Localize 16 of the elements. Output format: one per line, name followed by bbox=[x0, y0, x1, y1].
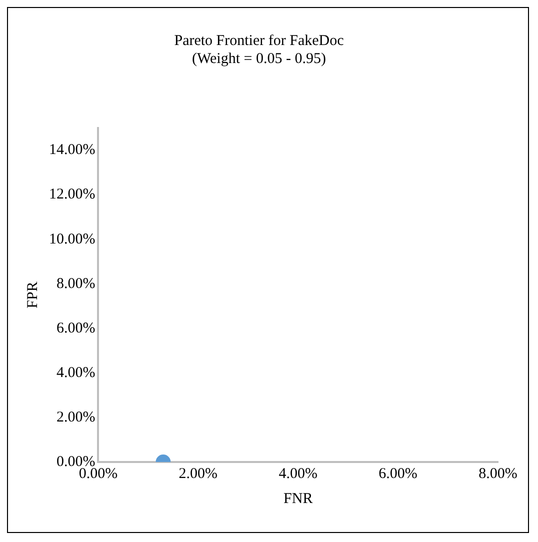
x-tick-label: 0.00% bbox=[78, 466, 118, 482]
y-tick-label: 12.00% bbox=[48, 186, 96, 203]
y-axis-title: FPR bbox=[24, 282, 41, 308]
y-tick-label: 10.00% bbox=[48, 231, 96, 248]
y-tick-label: 8.00% bbox=[56, 276, 96, 292]
x-tick-label: 6.00% bbox=[378, 466, 418, 482]
y-tick-label: 14.00% bbox=[48, 142, 96, 158]
x-tick-label: 4.00% bbox=[278, 466, 318, 482]
y-tick-label: 6.00% bbox=[56, 320, 96, 336]
chart-subtitle: (Weight = 0.05 - 0.95) bbox=[192, 50, 326, 67]
x-axis-title: FNR bbox=[284, 490, 313, 507]
chart-title: Pareto Frontier for FakeDoc bbox=[174, 32, 344, 49]
x-tick-label: 8.00% bbox=[478, 466, 518, 482]
y-tick-label: 2.00% bbox=[56, 409, 96, 426]
x-tick-label: 2.00% bbox=[178, 466, 218, 482]
y-tick-label: 4.00% bbox=[56, 364, 96, 381]
